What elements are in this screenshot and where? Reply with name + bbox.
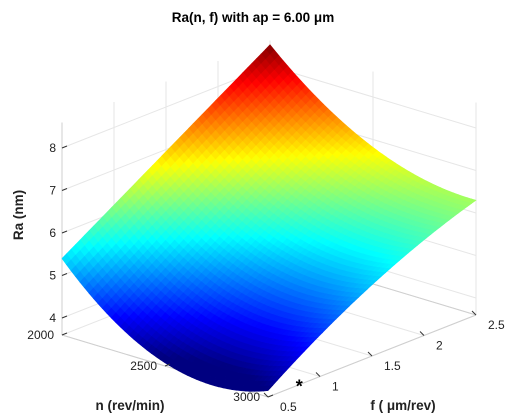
n-tick-label: 2000: [27, 328, 54, 342]
surface-patch: [262, 385, 274, 392]
z-tick: [61, 188, 68, 191]
f-tick: [419, 331, 425, 336]
n-axis-label: n (rev/min): [95, 398, 164, 413]
n-tick: [164, 363, 171, 367]
z-tick-label: 8: [49, 141, 56, 155]
f-tick-label: 1: [332, 380, 339, 394]
z-tick-label: 4: [49, 311, 56, 325]
f-tick: [263, 392, 269, 398]
n-tick: [267, 394, 274, 398]
z-tick: [61, 315, 68, 319]
z-tick-label: 7: [49, 184, 56, 198]
f-tick: [315, 372, 321, 377]
z-tick-label: 6: [49, 226, 56, 240]
chart-title: Ra(n, f) with ap = 6.00 μm: [172, 10, 334, 25]
z-tick-label: 5: [49, 269, 56, 283]
f-tick-label: 2: [436, 339, 443, 353]
z-tick: [61, 273, 68, 276]
axis-ticks: 4 5 6 7 8 2000 2500 3000 0.5 1 1.5 2 2.5 *: [27, 141, 505, 414]
n-tick-label: 2500: [130, 359, 157, 373]
f-tick-label: 1.5: [384, 359, 401, 373]
z-tick: [61, 230, 68, 234]
z-axis-label: Ra (nm): [11, 190, 26, 240]
f-tick-label: 2.5: [488, 318, 505, 332]
f-tick: [367, 351, 373, 357]
n-tick-label: 3000: [233, 390, 260, 404]
surface-plot: [61, 44, 477, 392]
f-tick-label: 0.5: [280, 400, 297, 414]
n-tick: [61, 332, 68, 336]
f-axis-label: f ( μm/rev): [370, 398, 435, 413]
f-tick: [471, 310, 477, 316]
z-tick: [61, 145, 68, 149]
data-marker: *: [296, 377, 303, 397]
